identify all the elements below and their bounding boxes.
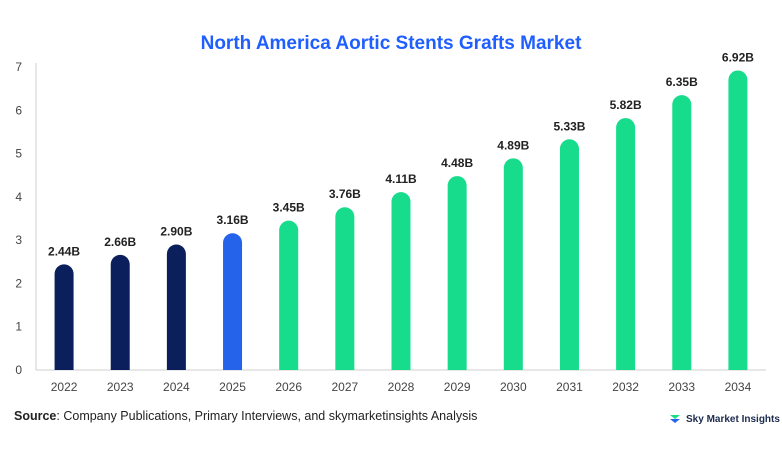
data-label-2034: 6.92B xyxy=(722,50,754,64)
bar-2033 xyxy=(672,95,692,370)
x-tick-label-2029: 2029 xyxy=(444,380,471,394)
bars xyxy=(54,70,748,370)
y-tick-label: 7 xyxy=(15,60,22,74)
x-tick-label-2032: 2032 xyxy=(612,380,639,394)
axes: 0 1 2 3 4 5 6 7 2022 2023 2024 2025 2026 2027 2028 2029… xyxy=(15,60,766,394)
brand-logo: Sky Market Insights xyxy=(668,412,780,426)
data-label-2029: 4.48B xyxy=(441,156,473,170)
bar-2032 xyxy=(616,118,636,370)
x-tick-label-2028: 2028 xyxy=(388,380,415,394)
data-label-2031: 5.33B xyxy=(553,119,585,133)
y-tick-label: 3 xyxy=(15,233,22,247)
chart-title: North America Aortic Stents Grafts Marke… xyxy=(200,33,582,54)
source-note: Source: Company Publications, Primary In… xyxy=(14,409,477,423)
y-tick-label: 0 xyxy=(15,363,22,377)
source-label: Source xyxy=(14,409,57,423)
data-labels: 2.44B 2.66B 2.90B 3.16B 3.45B 3.76B 4.11B 4.48B… xyxy=(48,50,754,258)
data-label-2032: 5.82B xyxy=(610,98,642,112)
brand-name: Sky Market Insights xyxy=(686,413,780,425)
bar-2023 xyxy=(110,254,130,370)
data-label-2033: 6.35B xyxy=(666,75,698,89)
y-tick-label: 2 xyxy=(15,276,22,290)
x-tick-label-2022: 2022 xyxy=(51,380,78,394)
data-label-2030: 4.89B xyxy=(497,138,529,152)
x-tick-label-2023: 2023 xyxy=(107,380,134,394)
y-tick-label: 1 xyxy=(15,320,22,334)
data-label-2023: 2.66B xyxy=(104,235,136,249)
bar-2030 xyxy=(503,158,523,370)
bar-2031 xyxy=(559,139,579,370)
data-label-2025: 3.16B xyxy=(217,213,249,227)
bar-2028 xyxy=(391,192,411,370)
data-label-2028: 4.11B xyxy=(385,172,417,186)
bar-2025 xyxy=(223,233,243,370)
source-text: : Company Publications, Primary Intervie… xyxy=(56,409,478,423)
bar-2022 xyxy=(54,264,74,370)
x-tick-label-2025: 2025 xyxy=(219,380,246,394)
x-tick-label-2033: 2033 xyxy=(668,380,695,394)
bar-2027 xyxy=(335,207,355,370)
data-label-2026: 3.45B xyxy=(273,201,305,215)
x-tick-label-2026: 2026 xyxy=(275,380,302,394)
x-tick-label-2030: 2030 xyxy=(500,380,527,394)
brand-logo-icon xyxy=(670,415,680,423)
bar-2034 xyxy=(728,70,748,370)
data-label-2022: 2.44B xyxy=(48,244,80,258)
data-label-2027: 3.76B xyxy=(329,187,361,201)
x-tick-label-2031: 2031 xyxy=(556,380,583,394)
x-tick-label-2024: 2024 xyxy=(163,380,190,394)
bar-2029 xyxy=(447,176,467,370)
x-tick-label-2034: 2034 xyxy=(725,380,752,394)
x-tick-label-2027: 2027 xyxy=(331,380,358,394)
y-tick-label: 6 xyxy=(15,103,22,117)
bar-2026 xyxy=(279,220,299,370)
data-label-2024: 2.90B xyxy=(160,224,192,238)
y-tick-label: 4 xyxy=(15,190,22,204)
bar-2024 xyxy=(166,244,186,370)
y-tick-label: 5 xyxy=(15,147,22,161)
